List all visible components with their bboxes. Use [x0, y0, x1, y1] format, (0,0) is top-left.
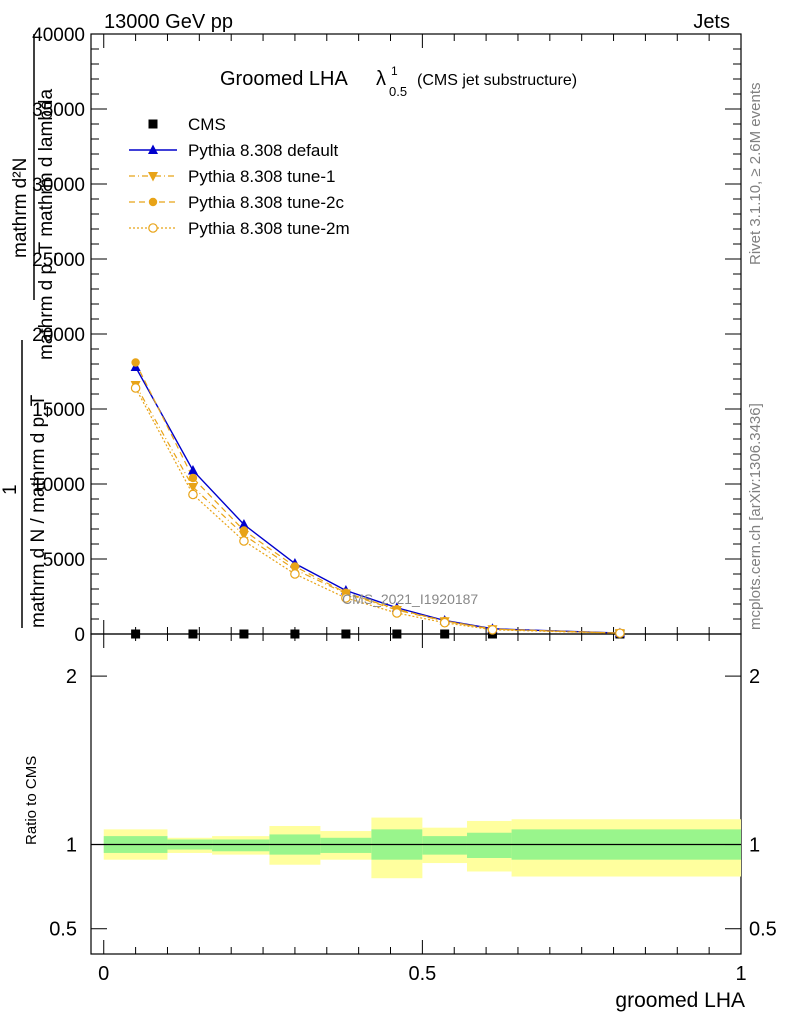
legend-label: CMS: [188, 115, 226, 134]
title-sup: 1: [391, 64, 398, 78]
ratio-xtick-label: 0: [98, 963, 109, 985]
main-ytick-label: 35000: [32, 100, 85, 121]
tune2c-marker: [131, 358, 140, 367]
tune2m-marker: [130, 383, 141, 393]
ylabel-line-1: mathrm d²N: [10, 158, 31, 258]
ratio-ytick-label: 0.5: [49, 919, 77, 941]
legend-label: Pythia 8.308 tune-2c: [188, 193, 344, 212]
ratio-ytick-label-right: 2: [749, 666, 760, 688]
main-ytick-label: 10000: [32, 475, 85, 496]
tune2m-marker: [290, 569, 300, 579]
legend-label: Pythia 8.308 tune-1: [188, 167, 335, 186]
tune2m-marker: [487, 624, 498, 635]
ratio-band-inner: [320, 837, 372, 853]
main-ytick-label: 25000: [32, 250, 85, 271]
tune1-marker: [148, 172, 158, 182]
ratio-ticks: 0.5 0.51 12 20 0.5 1: [49, 666, 777, 985]
mcplots-label: mcplots.cern.ch [arXiv:1306.3436]: [747, 403, 764, 630]
analysis-label: CMS_2021_I1920187: [342, 591, 478, 607]
main-ytick-label: 40000: [32, 25, 85, 46]
markers-layer: [130, 358, 625, 639]
tune2m-marker: [439, 617, 450, 628]
main-ytick-label: 20000: [32, 325, 85, 346]
tune2m-marker: [239, 536, 249, 546]
series-line: [135, 387, 620, 634]
tune2m-marker: [188, 489, 198, 500]
main-ylabel: mathrm d²N mathrm d p_T mathrm d lambda …: [0, 34, 57, 628]
tune2c-marker: [188, 473, 198, 483]
ratio-band-inner: [466, 832, 512, 858]
ylabel-line-2: mathrm d p_T mathrm d lambda: [36, 89, 57, 360]
cms-marker: [188, 629, 198, 639]
default-marker: [148, 144, 158, 154]
ratio-plot-frame: [90, 633, 742, 955]
title-sub: 0.5: [389, 84, 407, 99]
tune2c-marker: [239, 526, 249, 535]
ylabel-line-3: 1: [0, 484, 21, 495]
cms-marker: [440, 629, 450, 639]
ratio-xtick-label: 0.5: [408, 963, 436, 985]
cms-marker: [392, 629, 402, 639]
legend: CMS Pythia 8.308 default Pythia 8.308 tune…: [129, 115, 350, 238]
title-main: Groomed LHA: [220, 68, 348, 90]
tune2m-marker: [615, 628, 625, 639]
ratio-ytick-label-right: 1: [749, 835, 760, 857]
cms-marker: [148, 119, 158, 129]
ratio-bands: [91, 817, 741, 879]
process-label: Jets: [693, 11, 730, 33]
plot-title: Groomed LHA λ 1 0.5 (CMS jet substructur…: [220, 64, 577, 99]
default-marker: [187, 465, 198, 475]
ylabel-line-4: mathrm d N / mathrm d p_T: [28, 394, 49, 628]
default-marker: [238, 519, 249, 529]
tune2c-marker: [148, 197, 158, 207]
cms-marker: [131, 629, 141, 639]
ratio-band-inner: [422, 836, 467, 855]
main-ytick-label: 15000: [32, 400, 85, 421]
legend-label: Pythia 8.308 tune-2m: [188, 219, 350, 238]
tune2m-marker: [341, 593, 351, 603]
main-ticks: 0 5000 10000 15000 20000 25000 30000 35000 40000: [32, 25, 742, 954]
cms-marker: [290, 629, 300, 639]
cms-marker: [341, 629, 351, 639]
main-ytick-label: 5000: [43, 550, 85, 571]
cms-marker: [239, 629, 249, 639]
tune1-marker: [187, 483, 198, 493]
ratio-xtick-label: 1: [735, 963, 746, 985]
energy-label: 13000 GeV pp: [104, 11, 233, 33]
tune2c-marker: [290, 562, 300, 571]
tune2m-marker: [148, 223, 158, 233]
rivet-label: Rivet 3.1.10, ≥ 2.6M events: [747, 83, 764, 266]
title-lambda: λ: [376, 68, 386, 90]
ratio-ytick-label-right: 0.5: [749, 919, 777, 941]
legend-label: Pythia 8.308 default: [188, 141, 339, 160]
ratio-ytick-label: 1: [66, 835, 77, 857]
main-ytick-label: 30000: [32, 175, 85, 196]
main-ytick-label: 0: [74, 625, 85, 646]
xlabel: groomed LHA: [615, 989, 745, 1012]
ratio-band-inner: [212, 839, 270, 852]
title-suffix: (CMS jet substructure): [417, 72, 577, 89]
tune2m-marker: [392, 608, 402, 618]
ratio-ytick-label: 2: [66, 666, 77, 688]
ratio-ylabel: Ratio to CMS: [23, 756, 40, 845]
